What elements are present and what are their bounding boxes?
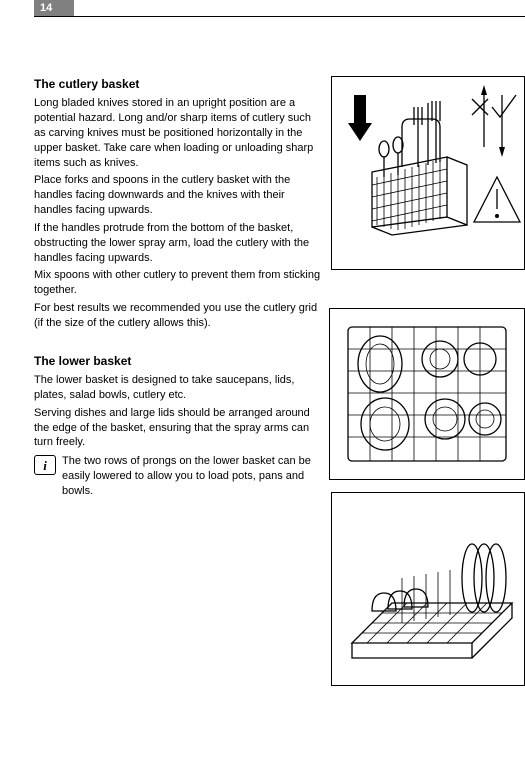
top-rule: [34, 16, 525, 17]
cutlery-p3: If the handles protrude from the bottom …: [34, 221, 324, 266]
info-callout: i The two rows of prongs on the lower ba…: [34, 454, 324, 499]
cutlery-basket-heading: The cutlery basket: [34, 76, 324, 92]
figure-cutlery-basket: [331, 76, 525, 270]
cutlery-p5: For best results we recommended you use …: [34, 301, 324, 331]
lower-info-text: The two rows of prongs on the lower bask…: [62, 454, 324, 499]
utensils-illustration: [379, 101, 440, 177]
cross-icon: [472, 99, 488, 115]
lower-basket-heading: The lower basket: [34, 353, 324, 369]
info-icon: i: [34, 455, 56, 475]
figure-lower-basket-top: [329, 308, 525, 480]
knife-wrong-right: [472, 85, 516, 157]
basket-perspective-illustration: [352, 544, 512, 658]
check-icon: [492, 95, 516, 117]
arrow-down-icon: [348, 95, 372, 141]
page-number: 14: [40, 1, 52, 16]
lower-p2: Serving dishes and large lids should be …: [34, 406, 324, 451]
cutlery-p2: Place forks and spoons in the cutlery ba…: [34, 173, 324, 218]
figure-lower-basket-perspective: [331, 492, 525, 686]
cutlery-p4: Mix spoons with other cutlery to prevent…: [34, 268, 324, 298]
lower-p1: The lower basket is designed to take sau…: [34, 373, 324, 403]
lower-basket-body: The lower basket is designed to take sau…: [34, 373, 324, 499]
basket-top-illustration: [348, 327, 506, 461]
cutlery-basket-body: Long bladed knives stored in an upright …: [34, 96, 324, 331]
cutlery-p1: Long bladed knives stored in an upright …: [34, 96, 324, 170]
text-column: The cutlery basket Long bladed knives st…: [34, 30, 324, 499]
basket-illustration: [372, 119, 467, 235]
page-content: The cutlery basket Long bladed knives st…: [34, 30, 525, 769]
warning-icon: [474, 177, 520, 222]
